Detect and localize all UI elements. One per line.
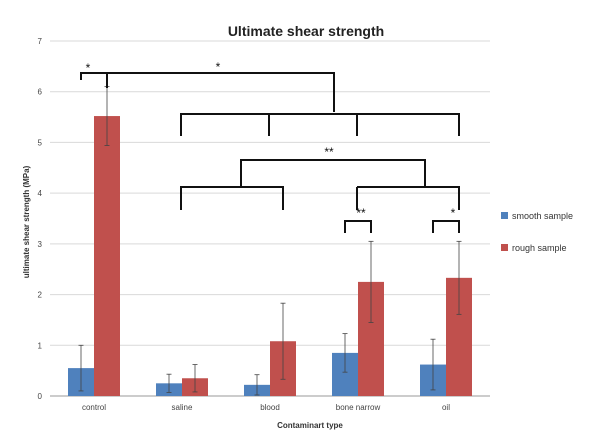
bracket-others — [180, 113, 460, 136]
y-tick-label: 2 — [38, 291, 43, 300]
x-tick-label: bone narrow — [336, 403, 381, 412]
legend-swatch-rough — [501, 244, 508, 251]
significance-label: ** — [356, 206, 366, 220]
x-axis-ticks: control saline blood bone narrow oil — [82, 403, 450, 412]
bracket-group-2 — [180, 159, 460, 210]
significance-label: * — [451, 206, 456, 220]
x-tick-label: oil — [442, 403, 450, 412]
y-tick-label: 5 — [38, 138, 43, 147]
bars — [68, 116, 472, 397]
x-tick-label: control — [82, 403, 106, 412]
bar-rough-control — [94, 116, 120, 397]
y-tick-label: 3 — [38, 240, 43, 249]
x-axis-label: Contaminart type — [277, 421, 343, 430]
legend-swatch-smooth — [501, 212, 508, 219]
legend-label-smooth: smooth sample — [512, 211, 573, 221]
y-axis-label: ultimate shear strength (MPa) — [22, 165, 31, 278]
bracket-oil — [432, 220, 460, 233]
error-bars — [78, 86, 462, 396]
y-axis-ticks: 0 1 2 3 4 5 6 7 — [38, 37, 43, 401]
y-tick-label: 4 — [38, 189, 43, 198]
x-tick-label: saline — [172, 403, 193, 412]
bracket-control-to-others — [106, 72, 335, 112]
bracket-bone-narrow — [344, 220, 372, 233]
y-tick-label: 7 — [38, 37, 43, 46]
significance-brackets — [80, 72, 460, 233]
significance-label: * — [216, 60, 221, 74]
grid — [50, 40, 490, 346]
legend-label-rough: rough sample — [512, 243, 567, 253]
x-tick-label: blood — [260, 403, 280, 412]
chart-title: Ultimate shear strength — [228, 23, 384, 39]
y-tick-label: 1 — [38, 341, 43, 350]
significance-label: ** — [324, 145, 334, 159]
legend: smooth sample rough sample — [501, 211, 573, 253]
significance-labels: * ***** * — [86, 60, 456, 220]
significance-label: * — [86, 61, 91, 75]
y-tick-label: 6 — [38, 88, 43, 97]
y-tick-label: 0 — [38, 392, 43, 401]
